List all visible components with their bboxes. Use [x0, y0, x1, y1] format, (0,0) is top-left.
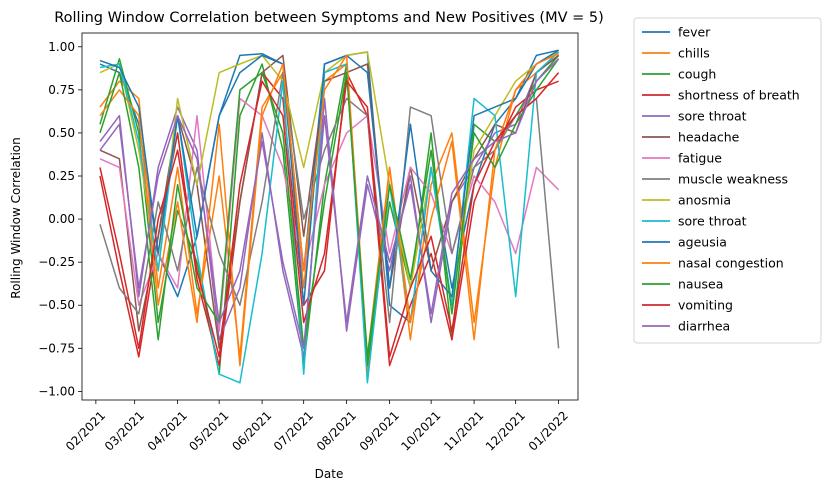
chart-title: Rolling Window Correlation between Sympt… [54, 10, 604, 26]
x-tick-label-1: 03/2021 [102, 408, 147, 453]
y-tick-label-2: 0.50 [48, 126, 75, 140]
legend-label-12: nausea [678, 277, 723, 292]
x-tick-label-8: 10/2021 [398, 408, 443, 453]
legend-label-14: diarrhea [678, 319, 730, 334]
y-tick-label-1: 0.75 [48, 83, 75, 97]
y-tick-label-7: −0.75 [38, 341, 75, 355]
y-tick-label-4: 0.00 [48, 212, 75, 226]
y-tick-label-5: −0.25 [38, 255, 75, 269]
x-tick-label-4: 06/2021 [229, 408, 274, 453]
legend-label-8: anosmia [678, 193, 731, 208]
legend-label-5: headache [678, 130, 740, 145]
x-tick-label-3: 05/2021 [186, 408, 231, 453]
x-axis-label: Date [315, 467, 344, 481]
series-line-10 [99, 49, 559, 306]
series-line-13 [99, 72, 560, 358]
legend-label-6: fatigue [678, 151, 722, 166]
plot-frame [81, 32, 579, 401]
plot-area [99, 49, 560, 384]
legend-label-7: muscle weakness [678, 172, 788, 187]
legend-label-10: ageusia [678, 235, 727, 250]
legend-label-2: cough [678, 67, 716, 82]
series-line-4 [99, 54, 560, 358]
y-tick-label-6: −0.50 [38, 298, 75, 312]
y-tick-label-0: 1.00 [48, 40, 75, 54]
series-line-14 [99, 58, 560, 350]
x-tick-label-0: 02/2021 [63, 408, 108, 453]
x-tick-label-9: 11/2021 [441, 408, 486, 453]
x-tick-label-6: 08/2021 [314, 408, 359, 453]
legend-label-13: vomiting [678, 298, 733, 313]
legend-label-4: sore throat [678, 109, 747, 124]
series-lines [99, 49, 560, 384]
legend-label-1: chills [678, 46, 710, 61]
y-tick-label-8: −1.00 [38, 384, 75, 398]
legend-box [633, 17, 822, 344]
y-tick-label-3: 0.25 [48, 169, 75, 183]
x-tick-label-2: 04/2021 [145, 408, 190, 453]
x-tick-label-10: 12/2021 [483, 408, 528, 453]
series-line-12 [99, 58, 560, 358]
legend: fever chills cough shortness of breath sore … [633, 17, 822, 344]
x-tick-label-5: 07/2021 [271, 408, 316, 453]
legend-label-9: sore throat [678, 214, 747, 229]
x-tick-label-11: 01/2022 [526, 408, 571, 453]
series-line-6 [99, 97, 560, 332]
legend-label-0: fever [678, 25, 711, 40]
legend-label-3: shortness of breath [678, 88, 800, 103]
y-axis-label: Rolling Window Correlation [9, 137, 23, 298]
x-tick-label-7: 09/2021 [357, 408, 402, 453]
legend-label-11: nasal congestion [678, 256, 784, 271]
series-line-7 [99, 71, 560, 349]
